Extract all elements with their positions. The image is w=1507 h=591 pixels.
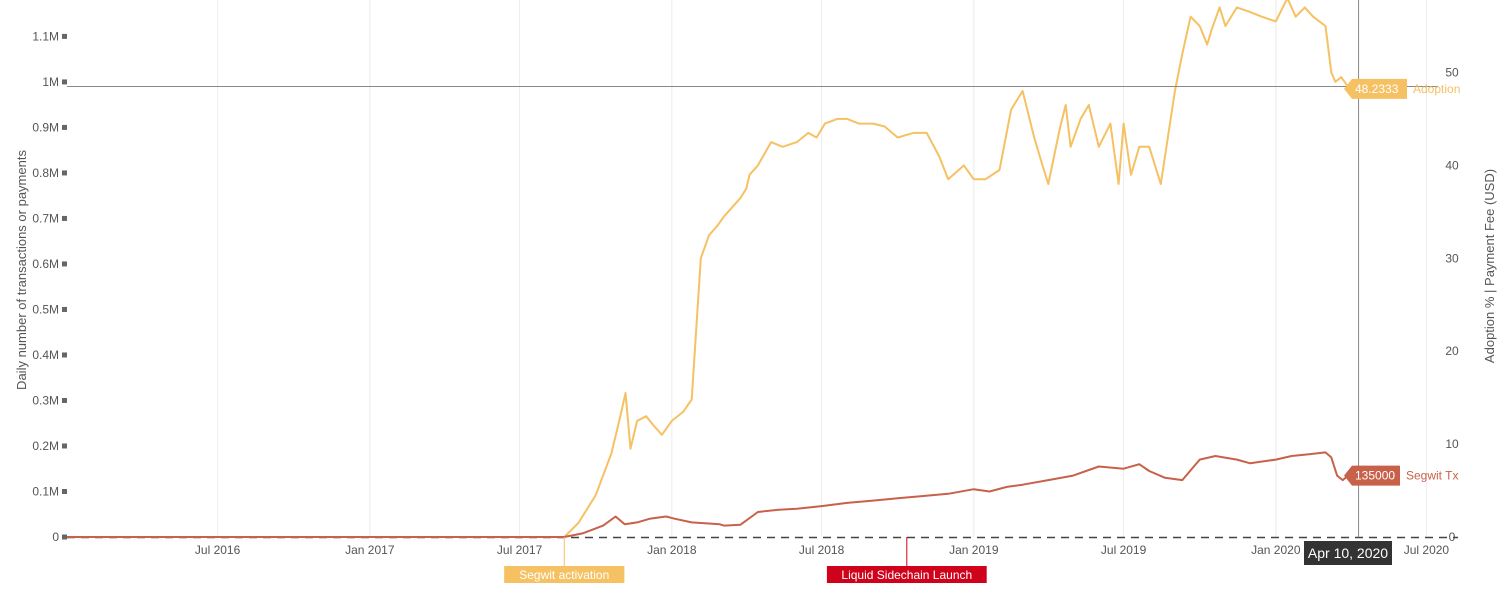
y-axis-title: Daily number of transactions or payments	[14, 150, 29, 390]
y-tick-mark	[62, 534, 67, 540]
y-tick-label: 0.4M	[32, 348, 59, 362]
x-tick-label: Jan 2017	[345, 543, 395, 557]
y-tick-mark	[62, 306, 67, 312]
series-lines	[67, 0, 1360, 538]
y-tick-label: 0.3M	[32, 393, 59, 407]
y-tick-mark	[62, 79, 67, 85]
y-tick-label: 1.1M	[32, 29, 59, 43]
y-axis-left: 0 0.1M 0.2M 0.3M 0.4M 0.5M 0.6M 0.7M 0.8M 0.9M 1M 1…	[32, 29, 67, 544]
value-flag-text: 135000	[1355, 469, 1395, 483]
series-name-label: Segwit Tx	[1406, 469, 1458, 483]
y2-tick-label: 0	[1449, 530, 1456, 544]
y-tick-label: 0.8M	[32, 166, 59, 180]
y-tick-label: 0.9M	[32, 120, 59, 134]
y2-tick-label: 40	[1445, 158, 1459, 172]
y-tick-label: 0.6M	[32, 257, 59, 271]
event-annotations: Segwit activation Liquid Sidechain Launch	[504, 537, 987, 583]
x-tick-label: Jul 2017	[497, 543, 543, 557]
x-tick-label: Jan 2020	[1251, 543, 1301, 557]
x-tick-label: Jul 2019	[1101, 543, 1147, 557]
annotation-label: Liquid Sidechain Launch	[841, 568, 972, 582]
y2-tick-label: 10	[1445, 437, 1459, 451]
x-tick-label: Jul 2016	[195, 543, 241, 557]
annotation-flag[interactable]	[504, 566, 625, 583]
y-tick-mark	[62, 170, 67, 176]
crosshair-date-label: Apr 10, 2020	[1308, 545, 1388, 561]
y-tick-mark	[62, 215, 67, 221]
x-tick-label: Jul 2020	[1404, 543, 1450, 557]
series-value-flags: 48.2333 Adoption 135000 Segwit Tx	[1344, 78, 1460, 486]
y-tick-label: 0	[52, 530, 59, 544]
y-tick-mark	[62, 443, 67, 449]
value-flag	[1344, 465, 1400, 486]
x-tick-label: Jan 2019	[949, 543, 999, 557]
y-tick-label: 0.7M	[32, 211, 59, 225]
x-axis: Jul 2016 Jan 2017 Jul 2017 Jan 2018 Jul 2018…	[67, 536, 1458, 557]
y-tick-mark	[62, 124, 67, 130]
y2-tick-label: 30	[1445, 251, 1459, 265]
crosshair-date-box	[1304, 541, 1392, 565]
annotation-flag[interactable]	[826, 566, 987, 583]
x-tick-label: Jul 2018	[799, 543, 845, 557]
value-flag	[1344, 78, 1407, 99]
series-line-adoption	[67, 0, 1360, 538]
y-tick-mark	[62, 33, 67, 39]
y-tick-mark	[62, 397, 67, 403]
annotation-label: Segwit activation	[519, 568, 609, 582]
y-tick-label: 1M	[42, 75, 59, 89]
y2-axis-title: Adoption % | Payment Fee (USD)	[1482, 169, 1497, 363]
crosshair: Apr 10, 2020	[67, 0, 1438, 565]
series-line-segwit-tx	[67, 451, 1359, 538]
y-tick-mark	[62, 352, 67, 358]
y2-tick-label: 50	[1445, 65, 1459, 79]
value-flag-text: 48.2333	[1355, 82, 1399, 96]
y-tick-label: 0.5M	[32, 302, 59, 316]
grid-lines	[217, 0, 1427, 537]
y2-tick-label: 20	[1445, 344, 1459, 358]
y-tick-mark	[62, 488, 67, 494]
y-tick-label: 0.2M	[32, 439, 59, 453]
y-tick-mark	[62, 261, 67, 267]
y-axis-right: 0 10 20 30 40 50	[1445, 65, 1459, 544]
series-name-label: Adoption	[1413, 82, 1460, 96]
x-tick-label: Jan 2018	[647, 543, 697, 557]
y-tick-label: 0.1M	[32, 484, 59, 498]
